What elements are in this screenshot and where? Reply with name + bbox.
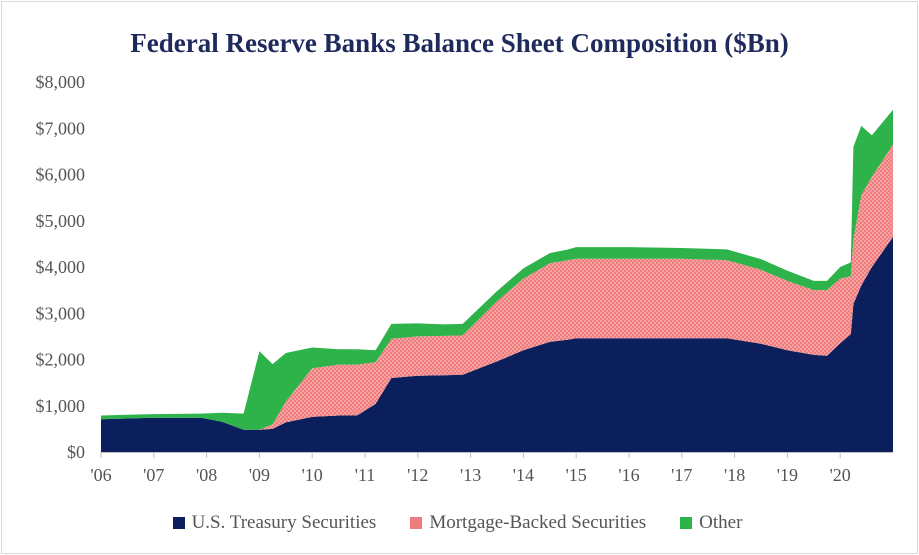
x-tick-label: '17 [671,465,692,485]
legend-label-mbs: Mortgage-Backed Securities [429,512,647,533]
x-tick-label: '10 [302,465,323,485]
legend-item-treasury: U.S. Treasury Securities [172,512,377,534]
legend-item-other: Other [680,512,742,534]
legend-item-mbs: Mortgage-Backed Securities [410,512,646,534]
y-tick-label: $4,000 [36,257,86,277]
y-tick-label: $1,000 [36,396,86,416]
x-tick-label: '18 [724,465,745,485]
x-tick-label: '20 [830,465,851,485]
y-tick-label: $0 [67,442,85,462]
y-tick-label: $3,000 [36,303,86,323]
legend-swatch-mbs [410,517,423,529]
legend-swatch-treasury [172,517,185,529]
legend-label-treasury: U.S. Treasury Securities [191,512,377,533]
x-tick-label: '09 [249,465,270,485]
chart-legend: U.S. Treasury Securities Mortgage-Backed… [0,512,915,534]
y-tick-label: $2,000 [36,350,86,370]
x-tick-label: '07 [143,465,164,485]
x-tick-label: '19 [777,465,798,485]
y-tick-label: $6,000 [36,165,86,185]
x-tick-label: '11 [355,465,376,485]
legend-label-other: Other [699,512,743,533]
y-tick-label: $7,000 [36,118,86,138]
x-tick-label: '08 [196,465,217,485]
x-tick-label: '15 [566,465,587,485]
legend-swatch-other [680,517,693,529]
x-tick-label: '14 [513,465,534,485]
y-tick-label: $8,000 [36,72,86,92]
area-mbs [101,144,893,430]
x-tick-label: '06 [90,465,111,485]
area-treasury [101,236,893,452]
x-tick-label: '13 [460,465,481,485]
x-tick-label: '16 [618,465,639,485]
chart-title: Federal Reserve Banks Balance Sheet Comp… [130,28,789,58]
x-tick-label: '12 [407,465,428,485]
y-tick-label: $5,000 [36,211,86,231]
